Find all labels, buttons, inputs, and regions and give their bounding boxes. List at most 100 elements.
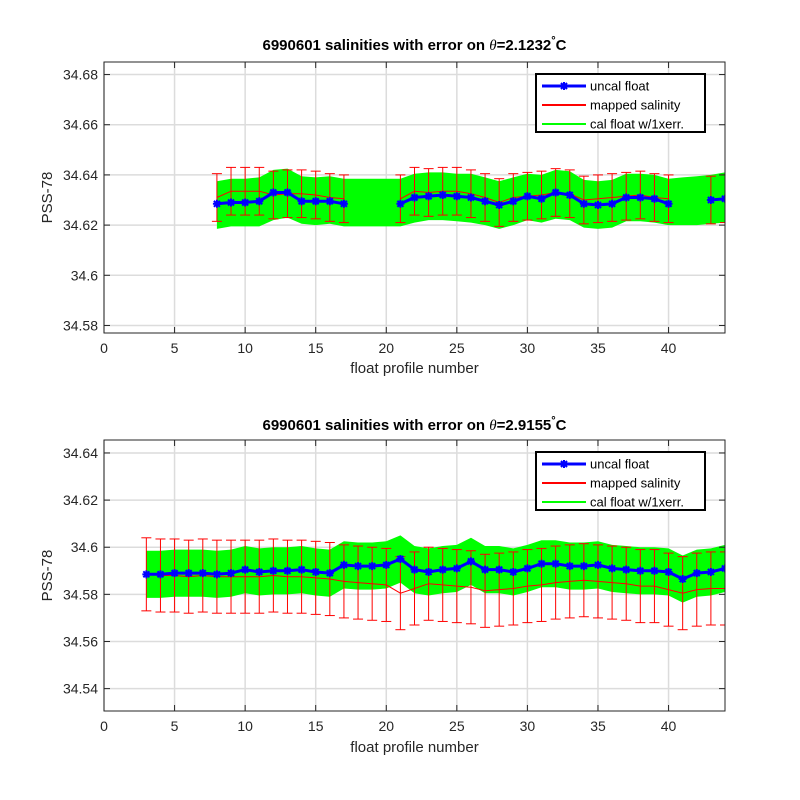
y-tick-label: 34.54 xyxy=(63,681,98,697)
uncal-float-point xyxy=(706,567,715,576)
uncal-float-point xyxy=(241,565,250,574)
uncal-float-point xyxy=(551,559,560,568)
uncal-float-point xyxy=(664,567,673,576)
uncal-float-point xyxy=(382,560,391,569)
legend-label: cal float w/1xerr. xyxy=(590,117,684,132)
uncal-float-point xyxy=(692,569,701,578)
uncal-float-point xyxy=(622,565,631,574)
mapped-salinity-errorbar xyxy=(607,545,618,620)
mapped-salinity-errorbar xyxy=(226,166,237,216)
mapped-salinity-errorbar xyxy=(240,166,251,216)
legend: uncal float mapped salinity cal float w/1x… xyxy=(535,73,706,133)
mapped-salinity-errorbar xyxy=(677,556,688,631)
mapped-salinity-errorbar xyxy=(423,546,434,621)
uncal-float-point xyxy=(593,560,602,569)
uncal-float-point xyxy=(184,569,193,578)
mapped-salinity-errorbar xyxy=(649,549,660,624)
uncal-float-point xyxy=(636,193,645,202)
x-tick-label: 20 xyxy=(378,718,394,734)
x-axis-label: float profile number xyxy=(350,360,478,377)
legend-marker xyxy=(560,460,568,468)
y-tick-label: 34.6 xyxy=(71,267,98,283)
x-tick-label: 40 xyxy=(661,718,677,734)
mapped-salinity-errorbar xyxy=(720,551,725,626)
uncal-float-point xyxy=(241,198,250,207)
plot-area xyxy=(211,166,725,229)
uncal-float-point xyxy=(269,566,278,575)
x-tick-label: 10 xyxy=(237,718,253,734)
degree-symbol: ° xyxy=(551,35,555,47)
uncal-float-point xyxy=(523,564,532,573)
mapped-salinity-errorbar xyxy=(564,544,575,619)
mapped-salinity-line xyxy=(146,573,725,594)
uncal-float-point xyxy=(424,192,433,201)
x-tick-label: 15 xyxy=(308,718,324,734)
uncal-float-point xyxy=(297,197,306,206)
uncal-float-point xyxy=(452,192,461,201)
chart-title-unit: C xyxy=(556,37,567,54)
mapped-salinity-errorbar xyxy=(310,170,321,220)
chart-panel-1: 0 5 10 15 20 25 30 35 40 34.58 34.6 34.62 34.64 34.66… xyxy=(39,35,726,377)
chart-title: 6990601 salinities with error on θ=2.915… xyxy=(262,415,566,434)
y-tick-label: 34.62 xyxy=(63,492,98,508)
mapped-salinity-errorbar xyxy=(705,551,716,626)
uncal-float-point xyxy=(156,570,165,579)
mapped-salinity-errorbar xyxy=(324,542,335,617)
x-tick-label: 25 xyxy=(449,718,465,734)
uncal-float-point xyxy=(170,569,179,578)
uncal-float-point xyxy=(142,570,151,579)
uncal-float-point xyxy=(678,575,687,584)
mapped-salinity-errorbar xyxy=(522,549,533,624)
legend-label: mapped salinity xyxy=(590,476,681,491)
uncal-float-point xyxy=(438,565,447,574)
mapped-salinity-errorbar xyxy=(282,539,293,614)
chart-title-value: =2.9155 xyxy=(497,417,552,434)
uncal-float-point xyxy=(438,190,447,199)
mapped-salinity-errorbar xyxy=(240,539,251,614)
uncal-float-point xyxy=(608,199,617,208)
chart-title-prefix: 6990601 salinities with error on xyxy=(262,37,489,54)
mapped-salinity-errorbar xyxy=(578,543,589,618)
mapped-salinity-errorbar xyxy=(268,538,279,613)
uncal-float-point xyxy=(523,192,532,201)
mapped-salinity-errorbar xyxy=(550,545,561,620)
uncal-float-point xyxy=(410,565,419,574)
mapped-salinity-errorbar xyxy=(451,549,462,624)
uncal-float-point xyxy=(339,560,348,569)
x-tick-label: 30 xyxy=(520,718,536,734)
mapped-salinity-errorbar xyxy=(451,166,462,216)
uncal-float-point xyxy=(664,199,673,208)
uncal-float-point xyxy=(579,562,588,571)
mapped-salinity-errorbar xyxy=(409,166,420,216)
mapped-salinity-errorbar xyxy=(592,174,603,224)
uncal-float-point xyxy=(481,565,490,574)
mapped-salinity-errorbar xyxy=(621,546,632,621)
uncal-float-point xyxy=(212,199,221,208)
x-tick-label: 5 xyxy=(171,340,179,356)
mapped-salinity-errorbar xyxy=(691,552,702,627)
mapped-salinity-errorbar xyxy=(663,174,674,224)
mapped-salinity-errorbar xyxy=(381,547,392,622)
chart-title: 6990601 salinities with error on θ=2.123… xyxy=(262,35,566,54)
x-tick-label: 40 xyxy=(661,340,677,356)
legend-label: uncal float xyxy=(590,457,650,472)
uncal-float-point xyxy=(255,567,264,576)
x-tick-label: 35 xyxy=(590,340,606,356)
x-axis-label: float profile number xyxy=(350,739,478,756)
y-tick-label: 34.64 xyxy=(63,167,98,183)
degree-symbol: ° xyxy=(551,415,555,427)
legend-label: uncal float xyxy=(590,79,650,94)
uncal-float-point xyxy=(551,188,560,197)
uncal-float-point xyxy=(297,565,306,574)
mapped-salinity-errorbar xyxy=(367,546,378,621)
y-tick-label: 34.64 xyxy=(63,445,98,461)
uncal-float-point xyxy=(227,198,236,207)
uncal-float-point xyxy=(466,557,475,566)
x-tick-label: 15 xyxy=(308,340,324,356)
uncal-float-point xyxy=(283,566,292,575)
uncal-float-point xyxy=(212,570,221,579)
mapped-salinity-errorbar xyxy=(635,549,646,624)
y-tick-label: 34.56 xyxy=(63,633,98,649)
legend: uncal float mapped salinity cal float w/1x… xyxy=(535,451,706,511)
uncal-float-point xyxy=(579,199,588,208)
